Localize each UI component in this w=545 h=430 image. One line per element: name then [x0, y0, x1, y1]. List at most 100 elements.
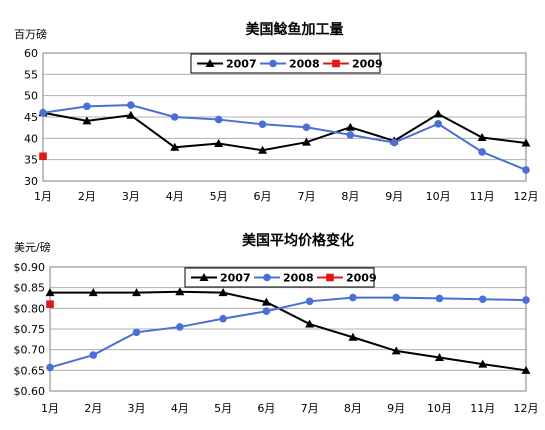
data-point-2008 — [305, 297, 314, 306]
y-tick-label: $0.90 — [14, 261, 46, 274]
data-point-2008 — [132, 328, 141, 337]
x-tick-label: 6月 — [254, 190, 272, 203]
series-2009 — [39, 152, 47, 161]
chart-title: 美国鲶鱼加工量 — [246, 21, 344, 38]
x-tick-label: 6月 — [257, 402, 275, 415]
legend-label-2008: 2008 — [289, 58, 320, 71]
data-point-2008 — [392, 293, 400, 302]
y-tick-label: $0.80 — [14, 302, 46, 315]
data-point-2008 — [262, 307, 271, 316]
x-tick-label: 1月 — [41, 402, 59, 415]
x-tick-label: 4月 — [171, 402, 189, 415]
data-point-2007 — [82, 116, 92, 125]
plot-frame — [49, 266, 527, 392]
x-tick-label: 12月 — [514, 402, 539, 415]
data-point-2008 — [349, 293, 357, 302]
legend-marker-2009 — [326, 273, 334, 282]
data-point-2008 — [522, 296, 530, 304]
x-tick-label: 7月 — [297, 190, 315, 203]
y-tick-label: $0.85 — [14, 282, 46, 295]
catfish-price-chart: 美国平均价格变化 美元/磅 $0.60 $0.65 $0.70 $0.75 $0.80 $0.… — [14, 232, 539, 415]
y-tick-label: 35 — [24, 154, 38, 167]
x-tick-label: 2月 — [78, 190, 96, 203]
x-tick-label: 10月 — [426, 190, 451, 203]
series-2008 — [46, 293, 530, 372]
x-tick-label: 4月 — [166, 190, 184, 203]
data-point-2007 — [261, 297, 271, 306]
data-point-2007 — [391, 346, 401, 355]
data-point-2007 — [214, 138, 224, 147]
data-point-2007 — [301, 137, 311, 146]
legend-label-2007: 2007 — [226, 58, 257, 71]
x-tick-label: 2月 — [84, 402, 102, 415]
data-point-2007 — [218, 288, 228, 297]
series-2007 — [38, 108, 531, 154]
data-point-2007 — [348, 332, 358, 341]
x-tick-label: 5月 — [210, 190, 228, 203]
x-tick-label: 9月 — [385, 190, 403, 203]
data-point-2008 — [522, 166, 530, 174]
data-point-2007 — [258, 145, 268, 154]
data-point-2007 — [170, 142, 180, 151]
data-point-2008 — [346, 131, 355, 139]
data-point-2008 — [214, 115, 223, 124]
series-2007 — [45, 287, 531, 374]
data-point-2007 — [175, 287, 185, 296]
data-point-2007 — [132, 288, 142, 297]
y-tick-label: $0.65 — [14, 364, 46, 377]
data-point-2008 — [258, 120, 267, 129]
series-line-2008 — [42, 104, 527, 171]
x-tick-label: 7月 — [301, 402, 319, 415]
data-point-2007 — [345, 122, 355, 131]
x-tick-label: 8月 — [344, 402, 362, 415]
y-tick-label: 30 — [24, 175, 38, 188]
x-tick-label: 9月 — [387, 402, 405, 415]
x-tick-label: 11月 — [470, 402, 495, 415]
x-tick-label: 11月 — [470, 190, 495, 203]
legend-label-2009: 2009 — [352, 58, 383, 71]
data-point-2007 — [126, 110, 136, 119]
legend-marker-2009 — [332, 59, 340, 68]
data-point-2008 — [46, 363, 54, 372]
legend-label-2007: 2007 — [220, 272, 251, 285]
data-point-2007 — [88, 288, 98, 297]
y-tick-label: 50 — [24, 90, 38, 103]
data-point-2008 — [302, 123, 311, 132]
data-point-2009 — [39, 152, 47, 161]
legend-marker-2007 — [199, 273, 209, 281]
data-point-2007 — [45, 288, 55, 297]
legend-marker-2008 — [263, 273, 271, 282]
catfish-volume-chart: 美国鲶鱼加工量 百万磅 30 35 40 45 50 55 60 1月 2月 3月 4月 5月 6月 7月 8月… — [14, 21, 539, 203]
y-axis-label: 百万磅 — [14, 27, 47, 41]
plot-frame — [42, 52, 527, 182]
series-2009 — [46, 300, 54, 308]
series-line-2007 — [42, 111, 527, 152]
data-point-2008 — [219, 314, 227, 323]
data-point-2008 — [39, 108, 47, 117]
legend-label-2009: 2009 — [346, 272, 377, 285]
data-point-2008 — [390, 138, 399, 147]
data-point-2008 — [170, 113, 179, 121]
data-point-2007 — [478, 359, 488, 368]
data-point-2007 — [521, 365, 531, 374]
x-tick-label: 8月 — [341, 190, 359, 203]
data-point-2008 — [176, 323, 184, 331]
x-tick-label: 5月 — [214, 402, 232, 415]
chart-title: 美国平均价格变化 — [242, 232, 354, 249]
legend-marker-2007 — [205, 59, 215, 67]
x-tick-label: 3月 — [122, 190, 140, 203]
y-tick-label: 40 — [24, 132, 38, 145]
series-line-2008 — [49, 296, 527, 369]
data-point-2008 — [434, 120, 442, 128]
series-line-2007 — [50, 290, 527, 372]
data-point-2008 — [127, 101, 135, 109]
x-tick-label: 1月 — [34, 190, 52, 203]
y-tick-label: $0.60 — [14, 385, 46, 398]
data-point-2008 — [435, 294, 444, 303]
data-point-2007 — [521, 138, 531, 147]
y-tick-label: 55 — [24, 68, 38, 81]
y-tick-label: 45 — [24, 111, 38, 124]
y-tick-label: $0.75 — [14, 323, 46, 336]
data-point-2008 — [478, 148, 486, 156]
